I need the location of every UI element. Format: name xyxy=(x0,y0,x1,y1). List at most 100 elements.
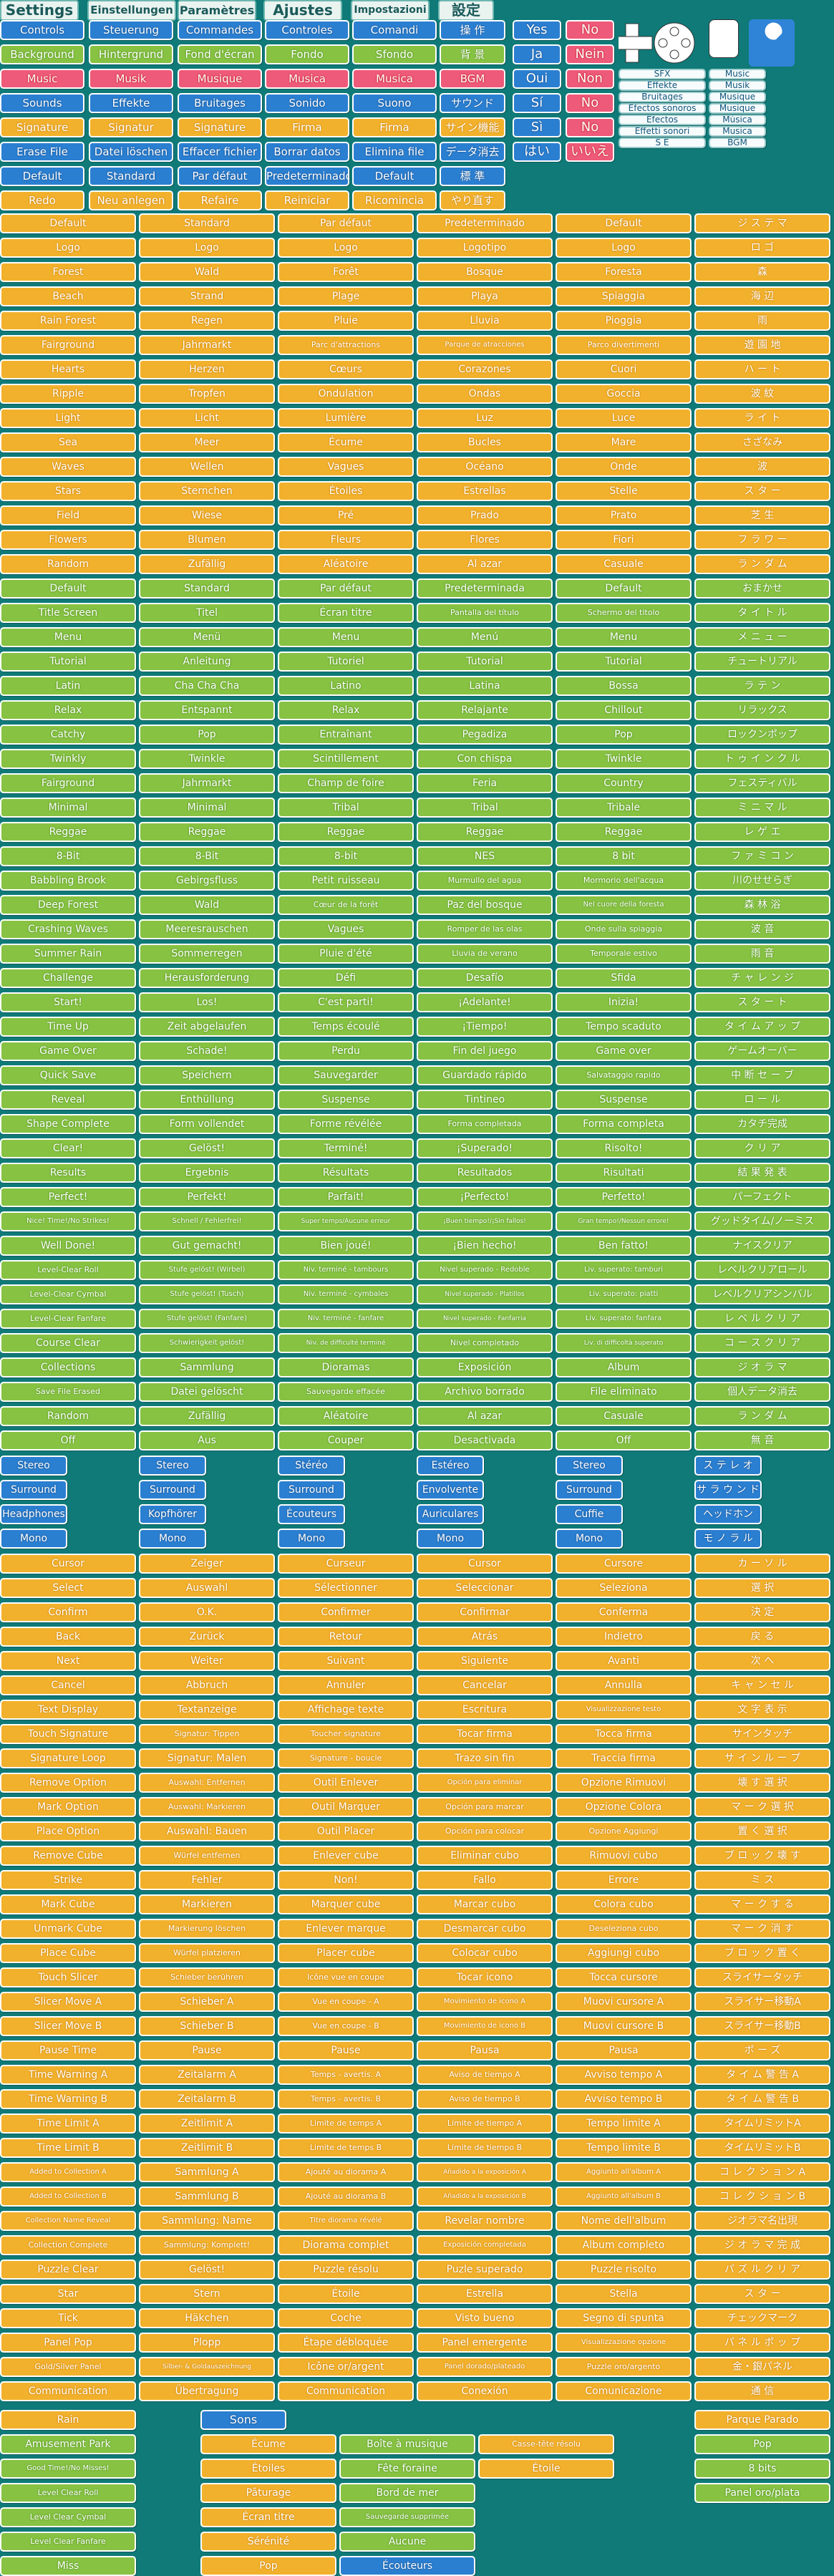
grid-row-49-cell-2[interactable]: Aléatoire xyxy=(278,1406,414,1426)
audio-row-2-cell-5[interactable]: ヘッドホン xyxy=(694,1504,762,1524)
sfx-row-31-cell-3[interactable]: Visto bueno xyxy=(417,2308,553,2328)
grid-row-7-cell-2[interactable]: Ondulation xyxy=(278,384,414,404)
sfx-row-16-cell-3[interactable]: Colocar cubo xyxy=(417,1943,553,1963)
top-row-4-button-5[interactable]: サイン機能 xyxy=(440,117,505,137)
grid-row-38-cell-3[interactable]: ¡Superado! xyxy=(417,1138,553,1158)
grid-row-2-cell-3[interactable]: Bosque xyxy=(417,262,553,282)
sfx-row-14-cell-2[interactable]: Marquer cube xyxy=(278,1894,414,1914)
grid-row-30-cell-0[interactable]: Summer Rain xyxy=(0,944,136,964)
grid-row-41-cell-5[interactable]: グッドタイム/ノーミス xyxy=(694,1211,830,1231)
sfx-row-28-cell-0[interactable]: Collection Complete xyxy=(0,2235,136,2255)
audio-row-3-cell-4[interactable]: Mono xyxy=(556,1529,623,1549)
sfx-row-10-cell-2[interactable]: Outil Marquer xyxy=(278,1797,414,1817)
sfx-row-4-cell-4[interactable]: Avanti xyxy=(556,1651,692,1671)
grid-row-17-cell-4[interactable]: Menu xyxy=(556,627,692,647)
top-row-0-button-5[interactable]: 操 作 xyxy=(440,20,505,40)
grid-row-40-cell-1[interactable]: Perfekt! xyxy=(139,1187,275,1207)
audio-row-1-cell-5[interactable]: サ ラ ウ ン ド xyxy=(694,1480,762,1500)
sfx-row-14-cell-3[interactable]: Marcar cubo xyxy=(417,1894,553,1914)
grid-row-13-cell-3[interactable]: Flores xyxy=(417,530,553,550)
grid-row-42-cell-4[interactable]: Ben fatto! xyxy=(556,1236,692,1256)
grid-row-7-cell-1[interactable]: Tropfen xyxy=(139,384,275,404)
grid-row-15-cell-2[interactable]: Par défaut xyxy=(278,578,414,599)
sfx-row-5-cell-0[interactable]: Cancel xyxy=(0,1675,136,1695)
sfx-row-2-cell-4[interactable]: Conferma xyxy=(556,1602,692,1622)
grid-row-4-cell-3[interactable]: Lluvia xyxy=(417,311,553,331)
sfx-row-4-cell-3[interactable]: Siguiente xyxy=(417,1651,553,1671)
grid-row-12-cell-1[interactable]: Wiese xyxy=(139,505,275,526)
grid-row-10-cell-4[interactable]: Onde xyxy=(556,457,692,477)
grid-row-28-cell-0[interactable]: Deep Forest xyxy=(0,895,136,915)
sfx-row-20-cell-0[interactable]: Pause Time xyxy=(0,2040,136,2061)
sfx-label-6[interactable]: S E xyxy=(619,137,706,148)
grid-row-17-cell-0[interactable]: Menu xyxy=(0,627,136,647)
grid-row-36-cell-3[interactable]: Tintineo xyxy=(417,1090,553,1110)
grid-row-7-cell-3[interactable]: Ondas xyxy=(417,384,553,404)
grid-row-8-cell-5[interactable]: ラ イ ト xyxy=(694,408,830,428)
sfx-row-14-cell-1[interactable]: Markieren xyxy=(139,1894,275,1914)
grid-row-21-cell-4[interactable]: Pop xyxy=(556,725,692,745)
sfx-row-3-cell-5[interactable]: 戻 る xyxy=(694,1627,830,1647)
sfx-row-29-cell-0[interactable]: Puzzle Clear xyxy=(0,2260,136,2280)
grid-row-19-cell-2[interactable]: Latino xyxy=(278,676,414,696)
sfx-row-28-cell-4[interactable]: Album completo xyxy=(556,2235,692,2255)
grid-row-40-cell-2[interactable]: Parfait! xyxy=(278,1187,414,1207)
sfx-row-8-cell-1[interactable]: Signatur: Malen xyxy=(139,1748,275,1768)
sfx-label-5[interactable]: Effetti sonori xyxy=(619,126,706,137)
yes-button-5[interactable]: はい xyxy=(513,142,561,162)
grid-row-20-cell-5[interactable]: リラックス xyxy=(694,700,830,720)
grid-row-44-cell-4[interactable]: Liv. superato: piatti xyxy=(556,1284,692,1304)
sfx-row-34-cell-2[interactable]: Communication xyxy=(278,2381,414,2401)
grid-row-32-cell-0[interactable]: Start! xyxy=(0,992,136,1012)
grid-row-6-cell-5[interactable]: ハ ー ト xyxy=(694,359,830,379)
grid-row-6-cell-0[interactable]: Hearts xyxy=(0,359,136,379)
grid-row-30-cell-5[interactable]: 雨 音 xyxy=(694,944,830,964)
grid-row-24-cell-5[interactable]: ミ ニ マ ル xyxy=(694,798,830,818)
sfx-row-7-cell-4[interactable]: Tocca firma xyxy=(556,1724,692,1744)
grid-row-19-cell-5[interactable]: ラ テ ン xyxy=(694,676,830,696)
tab-einstellungen[interactable]: Einstellungen xyxy=(87,0,176,21)
sfx-row-3-cell-2[interactable]: Retour xyxy=(278,1627,414,1647)
sfx-row-17-cell-2[interactable]: Icône vue en coupe xyxy=(278,1967,414,1987)
grid-row-22-cell-2[interactable]: Scintillement xyxy=(278,749,414,769)
grid-row-31-cell-2[interactable]: Défi xyxy=(278,968,414,988)
top-row-0-button-4[interactable]: Comandi xyxy=(352,20,437,40)
sfx-row-29-cell-3[interactable]: Puzle superado xyxy=(417,2260,553,2280)
sfx-row-15-cell-2[interactable]: Enlever marque xyxy=(278,1919,414,1939)
grid-row-16-cell-3[interactable]: Pantalla del título xyxy=(417,603,553,623)
grid-row-32-cell-1[interactable]: Los! xyxy=(139,992,275,1012)
sfx-row-15-cell-0[interactable]: Unmark Cube xyxy=(0,1919,136,1939)
sfx-row-18-cell-5[interactable]: スライサー移動A xyxy=(694,1992,830,2012)
sfx-row-13-cell-1[interactable]: Fehler xyxy=(139,1870,275,1890)
sfx-row-32-cell-2[interactable]: Étape débloquée xyxy=(278,2333,414,2353)
grid-row-21-cell-3[interactable]: Pegadiza xyxy=(417,725,553,745)
grid-row-26-cell-2[interactable]: 8-bit xyxy=(278,846,414,866)
grid-row-44-cell-1[interactable]: Stufe gelöst! (Tusch) xyxy=(139,1284,275,1304)
bottom-left-0[interactable]: Rain xyxy=(0,2410,136,2430)
sfx-row-30-cell-3[interactable]: Estrella xyxy=(417,2284,553,2304)
grid-row-42-cell-0[interactable]: Well Done! xyxy=(0,1236,136,1256)
sfx-row-2-cell-0[interactable]: Confirm xyxy=(0,1602,136,1622)
grid-row-37-cell-2[interactable]: Forme révélée xyxy=(278,1114,414,1134)
grid-row-43-cell-2[interactable]: Niv. terminé - tambours xyxy=(278,1260,414,1280)
sfx-row-6-cell-2[interactable]: Affichage texte xyxy=(278,1700,414,1720)
grid-row-3-cell-3[interactable]: Playa xyxy=(417,286,553,306)
grid-row-44-cell-0[interactable]: Level-Clear Cymbal xyxy=(0,1284,136,1304)
audio-row-3-cell-2[interactable]: Mono xyxy=(278,1529,345,1549)
music-label-6[interactable]: BGM xyxy=(709,137,766,148)
sfx-row-28-cell-1[interactable]: Sammlung: Komplett! xyxy=(139,2235,275,2255)
sfx-row-9-cell-1[interactable]: Auswahl: Entfernen xyxy=(139,1773,275,1793)
grid-row-22-cell-0[interactable]: Twinkly xyxy=(0,749,136,769)
audio-row-0-cell-4[interactable]: Stereo xyxy=(556,1456,623,1476)
audio-row-0-cell-2[interactable]: Stéréo xyxy=(278,1456,345,1476)
grid-row-20-cell-4[interactable]: Chillout xyxy=(556,700,692,720)
grid-row-26-cell-1[interactable]: 8-Bit xyxy=(139,846,275,866)
grid-row-30-cell-4[interactable]: Temporale estivo xyxy=(556,944,692,964)
grid-row-11-cell-0[interactable]: Stars xyxy=(0,481,136,501)
top-row-2-button-1[interactable]: Musik xyxy=(89,69,173,89)
grid-row-34-cell-2[interactable]: Perdu xyxy=(278,1041,414,1061)
grid-row-39-cell-3[interactable]: Resultados xyxy=(417,1163,553,1183)
grid-row-50-cell-1[interactable]: Aus xyxy=(139,1430,275,1451)
sfx-row-21-cell-3[interactable]: Aviso de tiempo A xyxy=(417,2065,553,2085)
top-row-2-button-3[interactable]: Musica xyxy=(265,69,349,89)
